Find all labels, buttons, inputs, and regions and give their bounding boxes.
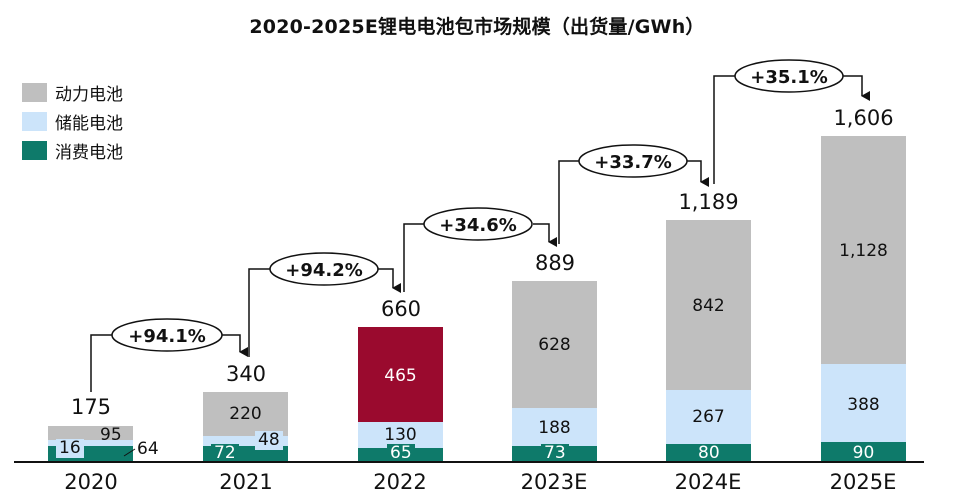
value-storage: 48 bbox=[255, 431, 283, 450]
category-label: 2021 bbox=[219, 470, 273, 494]
segment-storage bbox=[512, 408, 597, 446]
value-power: 842 bbox=[692, 296, 725, 316]
value-power: 1,128 bbox=[839, 241, 888, 261]
value-consumer: 80 bbox=[695, 444, 723, 463]
category-label: 2020 bbox=[64, 470, 118, 494]
total-label: 175 bbox=[70, 395, 112, 419]
segment-storage bbox=[821, 364, 906, 442]
segment-storage bbox=[358, 422, 443, 448]
segment-power bbox=[666, 220, 751, 390]
segment-storage bbox=[666, 390, 751, 444]
segment-power bbox=[821, 136, 906, 364]
legend-swatch-consumer bbox=[22, 141, 47, 160]
segment-storage bbox=[48, 440, 133, 446]
total-label: 889 bbox=[534, 251, 576, 275]
value-power: 220 bbox=[229, 404, 262, 424]
category-label: 2025E bbox=[829, 470, 897, 494]
total-label: 1,606 bbox=[833, 106, 894, 130]
total-label: 1,189 bbox=[678, 190, 739, 214]
category-label: 2023E bbox=[520, 470, 588, 494]
value-power: 465 bbox=[384, 366, 417, 386]
segment-power bbox=[203, 392, 288, 436]
segment-power-highlight bbox=[358, 327, 443, 422]
value-power: 628 bbox=[538, 335, 571, 355]
legend-item-storage: 储能电池 bbox=[22, 107, 123, 136]
legend-item-consumer: 消费电池 bbox=[22, 136, 123, 165]
value-storage: 267 bbox=[692, 407, 725, 427]
total-label: 340 bbox=[225, 362, 267, 386]
value-consumer: 72 bbox=[211, 444, 239, 463]
bar-2024E bbox=[666, 220, 751, 461]
segment-consumer bbox=[821, 442, 906, 461]
value-storage: 188 bbox=[538, 418, 571, 438]
segment-power bbox=[512, 281, 597, 408]
legend: 动力电池 储能电池 消费电池 bbox=[22, 78, 123, 165]
value-consumer: 64 bbox=[137, 439, 159, 459]
legend-swatch-power bbox=[22, 83, 47, 102]
segment-storage bbox=[203, 436, 288, 446]
category-label: 2022 bbox=[373, 470, 427, 494]
legend-label: 储能电池 bbox=[55, 114, 123, 134]
total-label: 660 bbox=[380, 297, 422, 321]
segment-power bbox=[48, 426, 133, 440]
legend-item-power: 动力电池 bbox=[22, 78, 123, 107]
legend-label: 动力电池 bbox=[55, 85, 123, 105]
value-power: 95 bbox=[100, 425, 122, 445]
legend-swatch-storage bbox=[22, 112, 47, 131]
chart-title: 2020-2025E锂电电池包市场规模（出货量/GWh） bbox=[249, 16, 705, 38]
value-consumer: 90 bbox=[852, 443, 875, 463]
value-consumer: 65 bbox=[387, 444, 415, 463]
x-axis bbox=[14, 461, 924, 463]
growth-label: +94.1% bbox=[128, 326, 206, 347]
growth-bubbles bbox=[111, 59, 844, 352]
value-storage: 130 bbox=[384, 425, 417, 445]
growth-label: +34.6% bbox=[439, 215, 517, 236]
legend-label: 消费电池 bbox=[55, 143, 123, 163]
category-label: 2024E bbox=[674, 470, 742, 494]
value-storage: 388 bbox=[847, 395, 880, 415]
value-consumer: 73 bbox=[541, 444, 569, 463]
value-storage: 16 bbox=[56, 439, 84, 458]
growth-label: +33.7% bbox=[594, 152, 672, 173]
bar-2025E bbox=[821, 136, 906, 461]
growth-label: +94.2% bbox=[285, 260, 363, 281]
growth-label: +35.1% bbox=[750, 67, 828, 88]
